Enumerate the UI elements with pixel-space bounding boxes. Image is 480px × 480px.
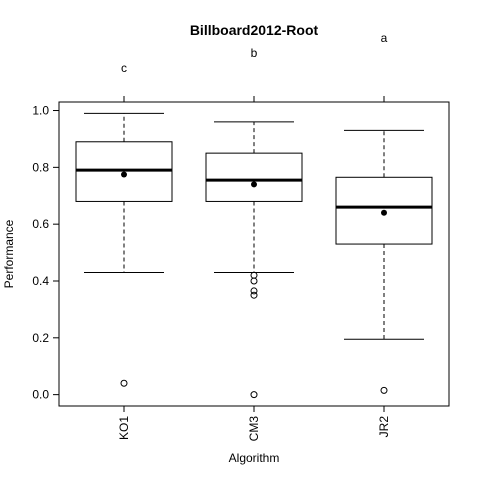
box-CM3: [205, 152, 303, 202]
x-tick-label: KO1: [117, 416, 131, 440]
outlier-point: [250, 271, 258, 279]
outlier-point: [250, 287, 258, 295]
significance-letter: c: [121, 61, 127, 75]
outlier-point: [250, 291, 258, 299]
mean-point: [121, 171, 127, 178]
y-tick-label: 1.0: [32, 104, 49, 118]
x-tick-label: JR2: [377, 416, 391, 438]
outlier-point: [380, 386, 388, 394]
plot-marks: 0.0 0.2 0.4 0.6 0.8 1.0 KO1 c CM3 b JR2 a: [32, 31, 433, 442]
y-axis-label: Performance: [2, 219, 16, 288]
significance-letter: b: [251, 46, 258, 60]
y-tick-label: 0.6: [32, 217, 49, 231]
x-axis-label: Algorithm: [229, 451, 280, 465]
outlier-point: [250, 277, 258, 285]
x-tick-label: CM3: [247, 416, 261, 442]
outlier-point: [250, 391, 258, 399]
chart-title: Billboard2012-Root: [190, 22, 319, 38]
significance-letter: a: [381, 31, 388, 45]
outlier-point: [120, 379, 128, 387]
mean-point: [381, 209, 387, 216]
y-tick-label: 0.4: [32, 274, 49, 288]
y-tick-label: 0.0: [32, 388, 49, 402]
mean-point: [251, 181, 257, 188]
y-tick-label: 0.2: [32, 331, 49, 345]
y-tick-label: 0.8: [32, 160, 49, 174]
